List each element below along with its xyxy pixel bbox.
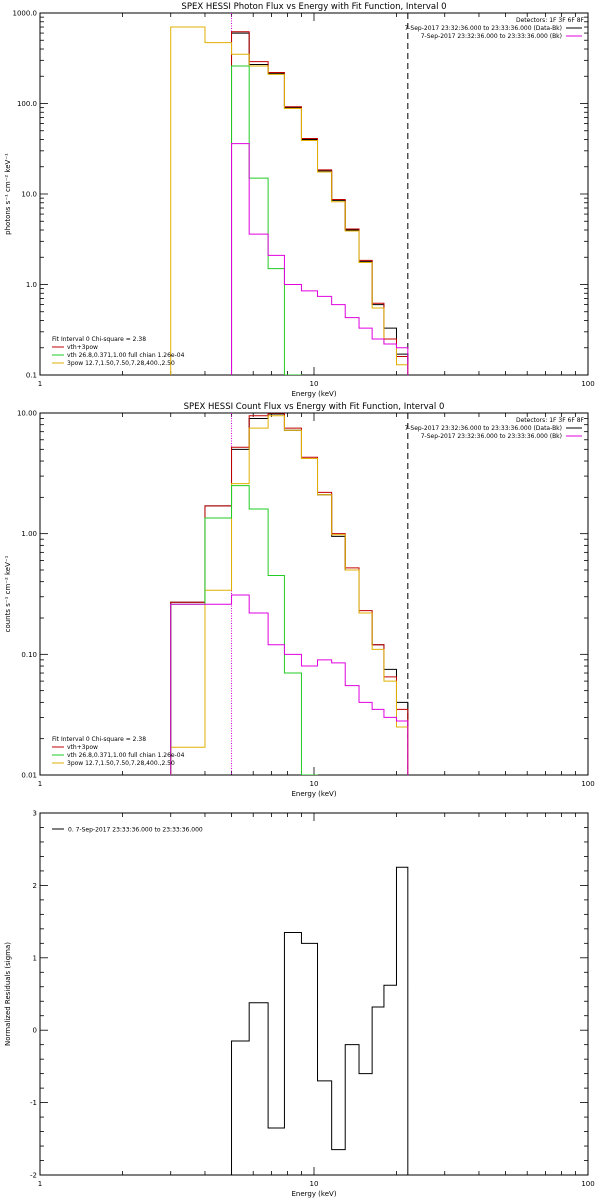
x-axis-label: Energy (keV) [291,790,336,798]
y-tick-label: 1.0 [26,281,37,289]
chart-panel-2: 1 10 100 Energy (keV) -2 -1 0 1 2 3 Normalized Res… [4,810,595,1199]
y-tick-label: 0.01 [21,772,37,780]
chart-title: SPEX HESSI Count Flux vs Energy with Fit… [184,402,445,412]
x-tick-label: 100 [581,380,594,388]
series-line-black [231,32,409,375]
legend-entry: 7-Sep-2017 23:32:36.000 to 23:33:36.000 … [421,33,562,40]
series-line-red [170,413,409,775]
series-group [170,26,409,375]
chart-title: SPEX HESSI Photon Flux vs Energy with Fi… [181,2,446,12]
x-tick-label: 100 [581,1180,594,1188]
fit-legend-entry: 3pow 12.7,1.50,7.50,7.28,400.,2.50 [67,760,175,767]
series-group [170,413,409,775]
x-tick-label: 10 [310,780,319,788]
series-line-red [231,31,409,375]
y-tick-label: 1 [33,954,37,962]
legend-entry: 7-Sep-2017 23:32:36.000 to 23:33:36.000 … [404,425,562,432]
series-line-yellow [170,415,409,775]
y-tick-label: 10.0 [21,191,37,199]
series-line-yellow [170,26,409,375]
x-tick-label: 1 [38,780,42,788]
y-tick-label: 10.00 [17,410,37,418]
chart-panel-0: SPEX HESSI Photon Flux vs Energy with Fi… [4,2,595,398]
y-tick-label: 0 [33,1027,37,1035]
y-tick-label: -2 [30,1172,37,1180]
legend-entry: 7-Sep-2017 23:32:36.000 to 23:33:36.000 … [421,433,562,440]
fit-legend-entry: vth 26.8,0.371,1.00 full chian 1.26e-04 [67,752,185,759]
y-tick-label: 1.00 [21,530,37,538]
y-tick-label: 2 [33,882,37,890]
x-tick-label: 1 [38,380,42,388]
y-tick-label: -1 [30,1099,37,1107]
series-line-green [231,65,302,375]
y-tick-label: 100.0 [17,100,37,108]
x-tick-label: 10 [310,1180,319,1188]
series-line-black [231,866,409,1175]
y-axis-label: photons s⁻¹ cm⁻² keV⁻¹ [4,153,12,235]
x-axis-label: Energy (keV) [291,1190,336,1198]
series-line-magenta [231,143,409,375]
fit-legend-entry: vth+3pow [67,344,98,351]
fit-legend-header: Fit Interval 0 Chi-square = 2.38 [52,736,146,743]
series-line-black [170,413,409,775]
fit-legend-header: Fit Interval 0 Chi-square = 2.38 [52,336,146,343]
x-tick-label: 1 [38,1180,42,1188]
fit-legend-entry: vth+3pow [67,744,98,751]
series-group [231,866,409,1175]
y-axis-label: Normalized Residuals (sigma) [4,942,12,1046]
series-line-magenta [170,594,409,775]
y-tick-label: 0.1 [26,372,37,380]
y-tick-label: 1000.0 [13,10,38,18]
plot-frame [39,812,589,1176]
series-line-green [170,485,319,775]
legend-entry: 7-Sep-2017 23:32:36.000 to 23:33:36.000 … [404,25,562,32]
legend-header: Detectors: 1F 3F 6F 8F [516,17,585,24]
x-axis-label: Energy (keV) [291,390,336,398]
x-tick-label: 10 [310,380,319,388]
fit-legend-entry: 3pow 12.7,1.50,7.50,7.28,400.,2.50 [67,360,175,367]
y-axis-label: counts s⁻¹ cm⁻² keV⁻¹ [4,555,12,632]
plot-frame [39,12,589,376]
fit-legend-entry: vth 26.8,0.371,1.00 full chian 1.26e-04 [67,352,185,359]
y-tick-label: 3 [33,810,37,818]
x-tick-label: 100 [581,780,594,788]
legend-entry: 0. 7-Sep-2017 23:33:36.000 to 23:33:36.0… [68,827,203,834]
chart-panel-1: SPEX HESSI Count Flux vs Energy with Fit… [4,402,595,798]
legend-header: Detectors: 1F 3F 6F 8F [516,417,585,424]
plot-frame [39,412,589,776]
y-tick-label: 0.10 [21,651,37,659]
